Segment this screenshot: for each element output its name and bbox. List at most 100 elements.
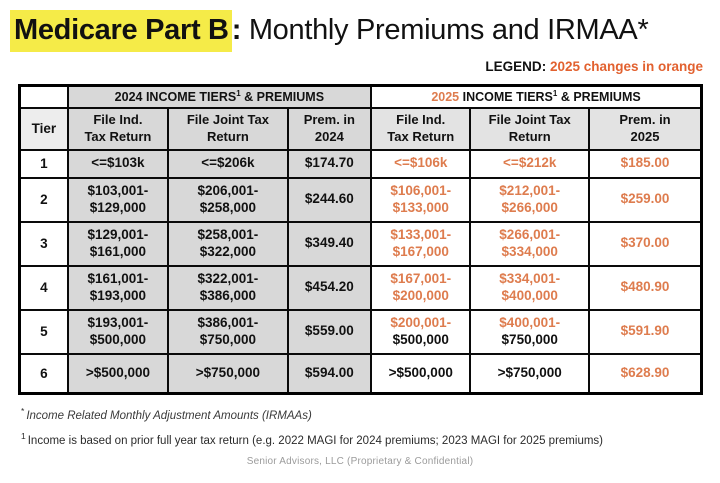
cell-line: $750,000 xyxy=(199,331,257,347)
cell-line: $161,001- xyxy=(87,271,149,287)
cell-ind-2025: $133,001- $167,000 xyxy=(370,220,472,267)
cell-line: $266,000 xyxy=(501,199,558,215)
cell-line: <=$212k xyxy=(503,155,557,171)
cell-line: >$500,000 xyxy=(388,365,453,381)
page-title: Medicare Part B: Monthly Premiums and IR… xyxy=(10,10,649,52)
cell-joint-2024: $258,001- $322,000 xyxy=(167,220,289,267)
footnote-irmaa: * Income Related Monthly Adjustment Amoun… xyxy=(21,404,603,424)
cell-joint-2024: $206,001- $258,000 xyxy=(167,176,289,223)
cell-ind-2024: >$500,000 xyxy=(66,352,170,395)
column-header-joint-2024: File Joint Tax Return xyxy=(167,106,289,151)
cell-line: $212,001- xyxy=(499,183,561,199)
column-header-ind-2025: File Ind. Tax Return xyxy=(370,106,472,151)
cell-line: $370.00 xyxy=(620,235,670,251)
cell-ind-2024: $129,001- $161,000 xyxy=(66,220,170,267)
cell-prem-2024: $349.40 xyxy=(286,220,373,267)
cell-line: $400,001- xyxy=(499,315,561,331)
group-header-2025-text: INCOME TIERS xyxy=(459,89,553,104)
group-header-row: 2024 INCOME TIERS1 & PREMIUMS 2025 INCOM… xyxy=(18,84,703,109)
cell-line: $628.90 xyxy=(620,365,670,381)
irmaa-premium-table: 2024 INCOME TIERS1 & PREMIUMS 2025 INCOM… xyxy=(18,84,703,395)
cell-line: $349.40 xyxy=(304,235,354,251)
cell-ind-2024: <=$103k xyxy=(66,148,170,179)
tier-cell: 2 xyxy=(18,176,69,223)
cell-line: $167,000 xyxy=(392,243,449,259)
cell-line: $244.60 xyxy=(304,191,354,207)
legend-label: LEGEND xyxy=(485,59,542,74)
cell-prem-2024: $174.70 xyxy=(286,148,373,179)
cell-prem-2025: $591.90 xyxy=(587,308,703,355)
cell-prem-2024: $594.00 xyxy=(286,352,373,395)
cell-line: $106,001- xyxy=(390,183,452,199)
table-row: 3 $129,001- $161,000 $258,001- $322,000 $349.… xyxy=(18,220,703,267)
group-header-2025-year: 2025 xyxy=(431,89,460,104)
cell-prem-2024: $454.20 xyxy=(286,264,373,311)
cell-line: $200,001- xyxy=(390,315,452,331)
cell-line: >$750,000 xyxy=(497,365,562,381)
cell-line: $200,000 xyxy=(392,287,449,303)
cell-line: $185.00 xyxy=(620,155,670,171)
group-header-2025: 2025 INCOME TIERS1 & PREMIUMS xyxy=(370,84,703,109)
cell-line: $206,001- xyxy=(197,183,259,199)
cell-prem-2025: $370.00 xyxy=(587,220,703,267)
cell-line: $167,001- xyxy=(390,271,452,287)
cell-line: $334,000 xyxy=(501,243,558,259)
cell-prem-2025: $480.90 xyxy=(587,264,703,311)
cell-line: $559.00 xyxy=(304,323,354,339)
column-header-ind-2024: File Ind. Tax Return xyxy=(66,106,170,151)
cell-joint-2024: <=$206k xyxy=(167,148,289,179)
footnote-irmaa-text: Income Related Monthly Adjustment Amount… xyxy=(26,409,312,422)
title-colon: : xyxy=(231,14,242,46)
table-row: 4 $161,001- $193,000 $322,001- $386,000 $454.… xyxy=(18,264,703,311)
cell-line: $174.70 xyxy=(304,155,354,171)
cell-ind-2024: $161,001- $193,000 xyxy=(66,264,170,311)
cell-line: $500,000 xyxy=(89,331,147,347)
cell-ind-2025: $167,001- $200,000 xyxy=(370,264,472,311)
cell-line: $454.20 xyxy=(304,279,354,295)
group-header-2025-footnote-marker: 1 xyxy=(552,88,558,98)
footnote-income-basis-marker: 1 xyxy=(21,430,26,441)
cell-line: $258,000 xyxy=(199,199,257,215)
table-row: 5 $193,001- $500,000 $386,001- $750,000 $559.… xyxy=(18,308,703,355)
cell-ind-2024: $103,001- $129,000 xyxy=(66,176,170,223)
column-header-tier: Tier xyxy=(18,106,69,151)
cell-joint-2025: $266,001- $334,000 xyxy=(469,220,590,267)
cell-line: $322,000 xyxy=(199,243,257,259)
cell-line: $594.00 xyxy=(304,365,354,381)
cell-prem-2025: $259.00 xyxy=(587,176,703,223)
legend-separator: : xyxy=(541,59,550,74)
column-header-prem-2025: Prem. in 2025 xyxy=(587,106,703,151)
blank-corner-cell xyxy=(18,84,69,109)
footnotes: * Income Related Monthly Adjustment Amoun… xyxy=(21,404,603,454)
group-header-2024-footnote-marker: 1 xyxy=(236,88,241,98)
column-header-joint-2025: File Joint Tax Return xyxy=(469,106,590,151)
table-row: 2 $103,001- $129,000 $206,001- $258,000 $244.… xyxy=(18,176,703,223)
cell-joint-2025: $212,001- $266,000 xyxy=(469,176,590,223)
cell-ind-2025: <=$106k xyxy=(370,148,472,179)
tier-cell: 4 xyxy=(18,264,69,311)
cell-line: $193,000 xyxy=(89,287,147,303)
cell-line: $259.00 xyxy=(620,191,670,207)
cell-prem-2024: $244.60 xyxy=(286,176,373,223)
cell-joint-2025: <=$212k xyxy=(469,148,590,179)
cell-line: $161,000 xyxy=(89,243,147,259)
cell-line: $480.90 xyxy=(620,279,670,295)
cell-line: $750,000 xyxy=(501,331,558,347)
table-body: 1 <=$103k <=$206k $174.70 <=$106k <=$212k $185… xyxy=(18,148,703,395)
cell-line: $193,001- xyxy=(87,315,149,331)
cell-line: $500,000 xyxy=(392,331,449,347)
footnote-irmaa-marker: * xyxy=(21,406,25,416)
cell-line: <=$103k xyxy=(91,155,145,171)
tier-cell: 6 xyxy=(18,352,69,395)
table-row: 6 >$500,000 >$750,000 $594.00 >$500,000 >$750… xyxy=(18,352,703,395)
column-header-row: Tier File Ind. Tax Return File Joint Tax R… xyxy=(18,106,703,151)
cell-line: >$500,000 xyxy=(85,365,151,381)
cell-line: $386,000 xyxy=(199,287,257,303)
cell-line: <=$206k xyxy=(201,155,255,171)
title-rest-text: Monthly Premiums and IRMAA* xyxy=(241,14,649,46)
tier-cell: 5 xyxy=(18,308,69,355)
legend-text: 2025 changes in orange xyxy=(549,59,703,74)
legend: LEGEND: 2025 changes in orange xyxy=(485,59,703,74)
footnote-income-basis: 1 Income is based on prior full year tax … xyxy=(21,429,603,449)
cell-line: $386,001- xyxy=(197,315,259,331)
